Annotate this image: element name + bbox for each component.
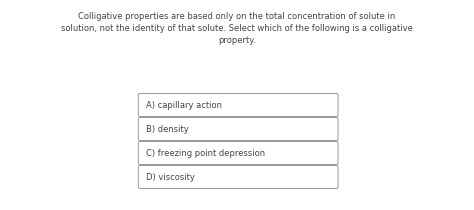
FancyBboxPatch shape bbox=[138, 93, 338, 117]
Text: Colligative properties are based only on the total concentration of solute in: Colligative properties are based only on… bbox=[78, 12, 396, 21]
Text: property.: property. bbox=[218, 36, 256, 45]
FancyBboxPatch shape bbox=[138, 142, 338, 164]
FancyBboxPatch shape bbox=[138, 118, 338, 140]
Text: A) capillary action: A) capillary action bbox=[146, 101, 222, 109]
Text: C) freezing point depression: C) freezing point depression bbox=[146, 148, 265, 158]
Text: D) viscosity: D) viscosity bbox=[146, 172, 195, 181]
Text: B) density: B) density bbox=[146, 125, 189, 134]
Text: solution, not the identity of that solute. Select which of the following is a co: solution, not the identity of that solut… bbox=[61, 24, 413, 33]
FancyBboxPatch shape bbox=[138, 165, 338, 189]
